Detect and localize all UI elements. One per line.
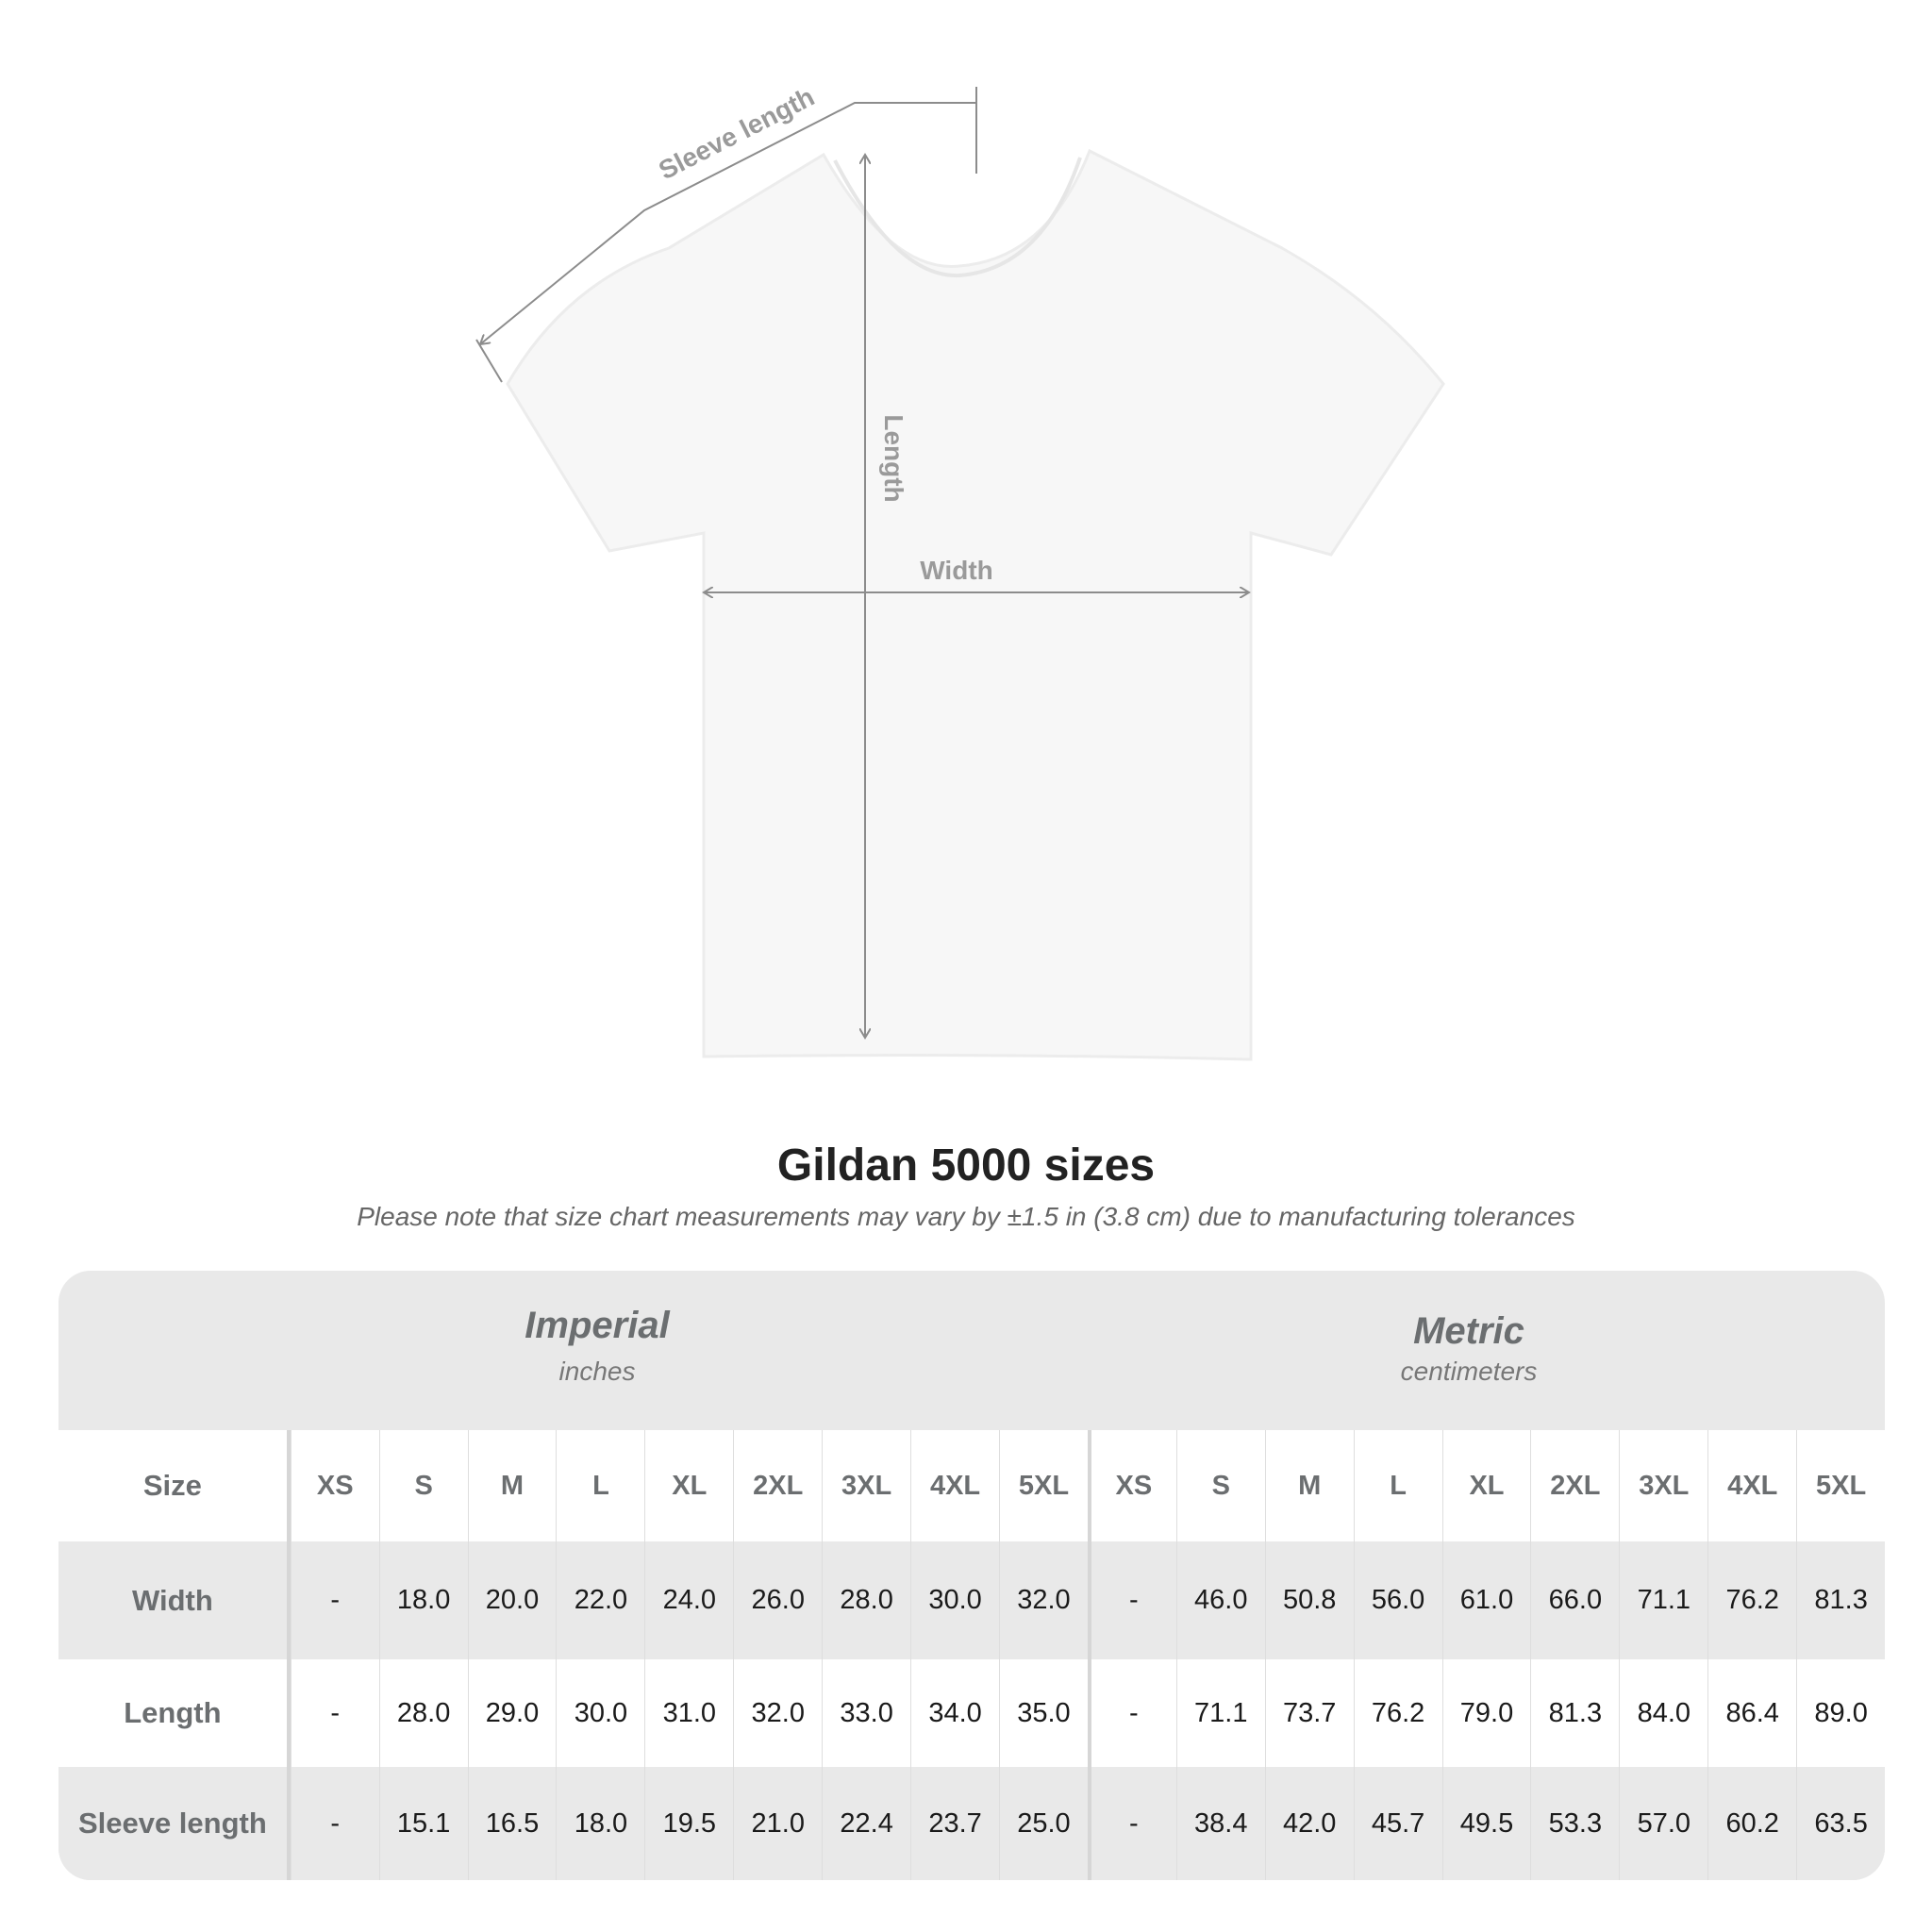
value-cell-imperial: 33.0 bbox=[822, 1659, 910, 1767]
value-cell-imperial: 26.0 bbox=[733, 1541, 822, 1659]
size-header-imperial: M bbox=[467, 1430, 557, 1541]
value-cell-imperial: 15.1 bbox=[378, 1767, 468, 1880]
value-cell-metric: 76.2 bbox=[1707, 1541, 1796, 1659]
size-header-row: Size XS S M L XL 2XL 3XL 4XL 5XL XS S M L XL 2XL 3XL 4XL 5… bbox=[58, 1430, 1885, 1541]
value-cell-imperial: 20.0 bbox=[467, 1541, 557, 1659]
value-cell-metric: 79.0 bbox=[1441, 1659, 1531, 1767]
collar-seam bbox=[833, 157, 1082, 278]
size-header-imperial: 4XL bbox=[910, 1430, 999, 1541]
value-cell-metric: 81.3 bbox=[1530, 1659, 1619, 1767]
value-cell-metric: 71.1 bbox=[1175, 1659, 1265, 1767]
value-cell-imperial: - bbox=[290, 1659, 379, 1767]
size-header-imperial: XL bbox=[644, 1430, 733, 1541]
size-header-imperial: 5XL bbox=[999, 1430, 1088, 1541]
value-cell-imperial: 18.0 bbox=[378, 1541, 468, 1659]
value-cell-imperial: 28.0 bbox=[822, 1541, 910, 1659]
size-label: Size bbox=[58, 1430, 291, 1541]
metric-unit: centimeters bbox=[1400, 1357, 1538, 1386]
table-row: Length -28.0 29.0 30.0 31.0 32.0 33.0 34.0 35.0-… bbox=[58, 1659, 1885, 1767]
value-cell-imperial: 16.5 bbox=[467, 1767, 557, 1880]
value-cell-imperial: 23.7 bbox=[910, 1767, 999, 1880]
value-cell-imperial: 32.0 bbox=[999, 1541, 1088, 1659]
value-cell-imperial: - bbox=[290, 1541, 379, 1659]
sleeve-length-end-tick bbox=[475, 339, 503, 383]
imperial-title: Imperial bbox=[525, 1305, 670, 1346]
imperial-header: Imperial inches bbox=[408, 1305, 786, 1387]
value-cell-imperial: 22.0 bbox=[556, 1541, 644, 1659]
value-cell-metric: 63.5 bbox=[1796, 1767, 1885, 1880]
value-cell-imperial: 25.0 bbox=[999, 1767, 1088, 1880]
value-cell-metric: - bbox=[1087, 1767, 1176, 1880]
imperial-unit: inches bbox=[558, 1357, 636, 1386]
size-header-metric: 4XL bbox=[1707, 1430, 1796, 1541]
row-label: Sleeve length bbox=[58, 1767, 291, 1880]
value-cell-imperial: 22.4 bbox=[822, 1767, 910, 1880]
metric-header: Metric centimeters bbox=[1280, 1310, 1657, 1387]
tshirt-diagram: Sleeve length Length Width bbox=[475, 82, 1445, 1061]
value-cell-metric: 53.3 bbox=[1530, 1767, 1619, 1880]
value-cell-metric: 66.0 bbox=[1530, 1541, 1619, 1659]
sleeve-length-arrow bbox=[480, 102, 976, 344]
page-title: Gildan 5000 sizes bbox=[776, 1141, 1156, 1191]
size-header-imperial: 2XL bbox=[733, 1430, 822, 1541]
size-grid: Size XS S M L XL 2XL 3XL 4XL 5XL XS S M L XL 2XL 3XL 4XL 5… bbox=[58, 1430, 1885, 1880]
size-header-metric: M bbox=[1264, 1430, 1354, 1541]
value-cell-imperial: 30.0 bbox=[556, 1659, 644, 1767]
value-cell-metric: - bbox=[1087, 1659, 1176, 1767]
value-cell-metric: 50.8 bbox=[1264, 1541, 1354, 1659]
value-cell-metric: 45.7 bbox=[1353, 1767, 1442, 1880]
size-header-metric: L bbox=[1353, 1430, 1442, 1541]
value-cell-metric: 71.1 bbox=[1619, 1541, 1707, 1659]
size-header-metric: XL bbox=[1441, 1430, 1531, 1541]
size-header-metric: 5XL bbox=[1796, 1430, 1885, 1541]
value-cell-imperial: 28.0 bbox=[378, 1659, 468, 1767]
value-cell-metric: 57.0 bbox=[1619, 1767, 1707, 1880]
value-cell-imperial: 24.0 bbox=[644, 1541, 733, 1659]
width-label: Width bbox=[920, 556, 993, 585]
table-row: Width -18.0 20.0 22.0 24.0 26.0 28.0 30.0 32.0-4… bbox=[58, 1541, 1885, 1659]
value-cell-metric: 60.2 bbox=[1707, 1767, 1796, 1880]
value-cell-imperial: 21.0 bbox=[733, 1767, 822, 1880]
value-cell-imperial: 34.0 bbox=[910, 1659, 999, 1767]
value-cell-metric: 56.0 bbox=[1353, 1541, 1442, 1659]
value-cell-metric: 73.7 bbox=[1264, 1659, 1354, 1767]
value-cell-imperial: 35.0 bbox=[999, 1659, 1088, 1767]
value-cell-metric: 86.4 bbox=[1707, 1659, 1796, 1767]
size-header-metric: S bbox=[1175, 1430, 1265, 1541]
tolerance-note: Please note that size chart measurements… bbox=[357, 1202, 1575, 1231]
length-label: Length bbox=[879, 414, 908, 502]
value-cell-metric: 46.0 bbox=[1175, 1541, 1265, 1659]
value-cell-metric: 84.0 bbox=[1619, 1659, 1707, 1767]
size-header-imperial: S bbox=[378, 1430, 468, 1541]
value-cell-metric: 76.2 bbox=[1353, 1659, 1442, 1767]
value-cell-imperial: - bbox=[290, 1767, 379, 1880]
value-cell-imperial: 18.0 bbox=[556, 1767, 644, 1880]
value-cell-imperial: 31.0 bbox=[644, 1659, 733, 1767]
value-cell-imperial: 32.0 bbox=[733, 1659, 822, 1767]
size-header-metric: 3XL bbox=[1619, 1430, 1707, 1541]
size-header-imperial: XS bbox=[290, 1430, 379, 1541]
row-label: Length bbox=[58, 1659, 291, 1767]
value-cell-metric: - bbox=[1087, 1541, 1176, 1659]
size-header-metric: XS bbox=[1087, 1430, 1176, 1541]
size-header-imperial: L bbox=[556, 1430, 644, 1541]
value-cell-imperial: 29.0 bbox=[467, 1659, 557, 1767]
size-header-imperial: 3XL bbox=[822, 1430, 910, 1541]
metric-title: Metric bbox=[1413, 1310, 1524, 1352]
value-cell-metric: 42.0 bbox=[1264, 1767, 1354, 1880]
tshirt-shape bbox=[506, 148, 1445, 1061]
size-table: Imperial inches Metric centimeters Size X… bbox=[58, 1271, 1885, 1880]
value-cell-metric: 81.3 bbox=[1796, 1541, 1885, 1659]
value-cell-imperial: 30.0 bbox=[910, 1541, 999, 1659]
value-cell-metric: 89.0 bbox=[1796, 1659, 1885, 1767]
table-row: Sleeve length -15.1 16.5 18.0 19.5 21.0 22.4 23… bbox=[58, 1767, 1885, 1880]
value-cell-metric: 38.4 bbox=[1175, 1767, 1265, 1880]
value-cell-imperial: 19.5 bbox=[644, 1767, 733, 1880]
size-header-metric: 2XL bbox=[1530, 1430, 1619, 1541]
value-cell-metric: 61.0 bbox=[1441, 1541, 1531, 1659]
value-cell-metric: 49.5 bbox=[1441, 1767, 1531, 1880]
row-label: Width bbox=[58, 1541, 291, 1659]
